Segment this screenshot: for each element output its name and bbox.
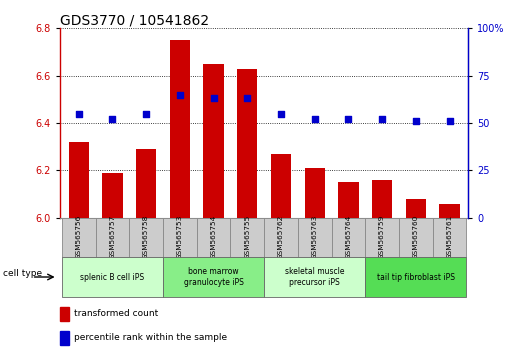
Bar — [163, 218, 197, 257]
Text: tail tip fibroblast iPS: tail tip fibroblast iPS — [377, 273, 455, 281]
Point — [243, 96, 252, 101]
Text: GSM565753: GSM565753 — [177, 215, 183, 259]
Point — [176, 92, 184, 97]
Point — [311, 116, 319, 122]
Bar — [136, 149, 156, 218]
Bar — [338, 182, 358, 218]
Point — [108, 116, 117, 122]
Text: GSM565763: GSM565763 — [312, 215, 317, 259]
Point — [74, 111, 83, 116]
Bar — [203, 64, 224, 218]
Bar — [399, 218, 433, 257]
Text: splenic B cell iPS: splenic B cell iPS — [81, 273, 144, 281]
Bar — [304, 168, 325, 218]
Bar — [271, 154, 291, 218]
Bar — [264, 218, 298, 257]
Bar — [69, 142, 89, 218]
Bar — [129, 218, 163, 257]
Point — [209, 96, 218, 101]
Bar — [103, 173, 122, 218]
Bar — [439, 204, 460, 218]
Bar — [372, 180, 392, 218]
Bar — [264, 257, 365, 297]
Bar — [332, 218, 365, 257]
Text: GSM565758: GSM565758 — [143, 215, 149, 259]
Text: GSM565755: GSM565755 — [244, 215, 251, 259]
Bar — [365, 218, 399, 257]
Point — [277, 111, 285, 116]
Text: percentile rank within the sample: percentile rank within the sample — [74, 333, 228, 342]
Text: GSM565764: GSM565764 — [345, 215, 351, 259]
Bar — [433, 218, 467, 257]
Text: cell type: cell type — [3, 269, 42, 278]
Bar — [365, 257, 467, 297]
Point — [142, 111, 150, 116]
Bar — [231, 218, 264, 257]
Bar — [62, 218, 96, 257]
Bar — [406, 199, 426, 218]
Text: GSM565760: GSM565760 — [413, 215, 419, 259]
Text: GDS3770 / 10541862: GDS3770 / 10541862 — [60, 13, 209, 27]
Bar — [60, 307, 69, 321]
Text: GSM565756: GSM565756 — [76, 215, 82, 259]
Bar — [170, 40, 190, 218]
Point — [378, 116, 386, 122]
Bar — [298, 218, 332, 257]
Text: GSM565754: GSM565754 — [211, 215, 217, 259]
Text: bone marrow
granulocyte iPS: bone marrow granulocyte iPS — [184, 267, 244, 287]
Bar — [96, 218, 129, 257]
Bar — [237, 69, 257, 218]
Point — [344, 116, 353, 122]
Point — [446, 118, 454, 124]
Text: skeletal muscle
precursor iPS: skeletal muscle precursor iPS — [285, 267, 345, 287]
Text: GSM565757: GSM565757 — [109, 215, 116, 259]
Bar — [163, 257, 264, 297]
Text: transformed count: transformed count — [74, 309, 158, 318]
Text: GSM565762: GSM565762 — [278, 215, 284, 259]
Bar — [62, 257, 163, 297]
Text: GSM565761: GSM565761 — [447, 215, 452, 259]
Text: GSM565759: GSM565759 — [379, 215, 385, 259]
Bar — [197, 218, 231, 257]
Bar — [60, 331, 69, 344]
Point — [412, 118, 420, 124]
